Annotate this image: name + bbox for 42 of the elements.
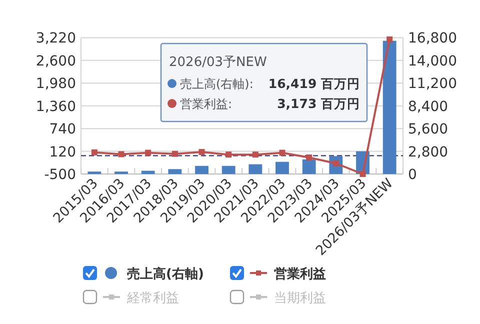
bar — [302, 159, 316, 174]
point — [91, 149, 98, 156]
annotation: 売上高(右軸): — [180, 77, 254, 91]
bar — [382, 40, 396, 174]
point — [172, 150, 178, 157]
point — [386, 36, 393, 42]
bar — [195, 166, 208, 174]
annotation: 16,419 百万円 — [268, 76, 360, 91]
point — [198, 149, 205, 156]
y-tick-label: 740 — [49, 122, 76, 138]
annotation: 3,173 百万円 — [277, 96, 360, 111]
legend-label: 経常利益 — [126, 291, 179, 306]
y2-tick-label: 8,400 — [408, 98, 448, 115]
y-tick-label: 2,600 — [36, 53, 76, 70]
y2-tick-label: 5,600 — [408, 122, 448, 138]
y2-tick-label: 16,800 — [408, 30, 457, 47]
legend-label: 当期利益 — [274, 291, 326, 306]
bar — [276, 162, 289, 174]
annotation: 2026/03予NEW — [169, 55, 267, 70]
point — [360, 171, 366, 177]
point — [145, 150, 152, 156]
bar — [222, 166, 236, 174]
point — [226, 152, 232, 158]
legend-label: 売上高(右軸) — [127, 266, 204, 282]
point — [306, 154, 312, 161]
y-tick-label: 1,980 — [36, 76, 76, 92]
y-tick-label: 1,360 — [36, 98, 76, 115]
y2-tick-label: 2,800 — [408, 144, 448, 160]
y2-tick-label: 0 — [408, 167, 417, 183]
y2-tick-label: 11,200 — [408, 76, 457, 92]
bar — [168, 169, 182, 174]
point — [279, 150, 286, 156]
y-tick-label: -500 — [44, 167, 76, 183]
y-tick-label: 120 — [49, 144, 76, 160]
point — [252, 152, 258, 158]
annotation: 営業利益: — [180, 97, 232, 111]
point — [118, 151, 124, 158]
bar — [248, 164, 262, 174]
bar — [141, 170, 155, 174]
y2-tick-label: 14,000 — [408, 53, 457, 70]
legend-label: 営業利益 — [274, 266, 326, 282]
y-tick-label: 3,220 — [36, 30, 76, 47]
